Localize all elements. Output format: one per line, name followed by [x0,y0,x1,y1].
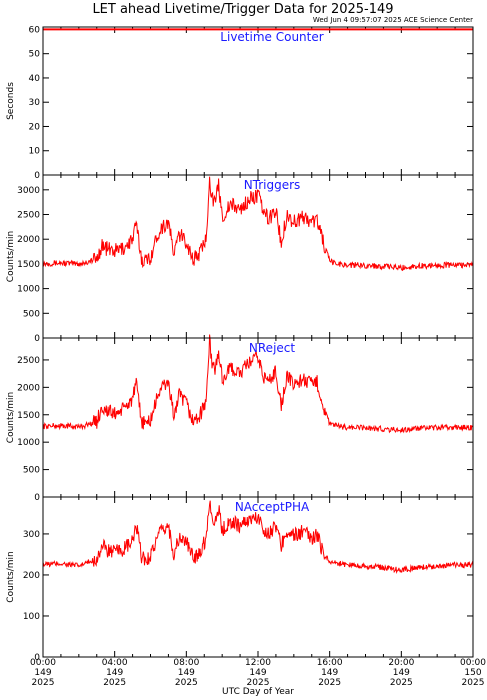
series-line [42,176,474,272]
y-tick-label: 500 [23,309,40,319]
series-line [42,334,474,434]
y-tick-label: 1000 [17,285,40,295]
y-tick-label: 0 [34,653,40,663]
y-tick-label: 40 [29,74,41,84]
y-tick-label: 2500 [17,211,40,221]
x-tick-label-time: 00:00 [460,658,486,668]
x-tick-label-doy: 149 [249,668,266,678]
x-tick-label-year: 2025 [32,678,55,688]
y-tick-label: 200 [23,571,40,581]
y-tick-label: 20 [29,122,41,132]
chart-panel-2: 0 500 1000 1500 2000 2500 3000 Counts/min NTrigg… [6,174,474,344]
x-tick-label-year: 2025 [175,678,198,688]
x-tick-label-doy: 149 [34,668,51,678]
panel-frame [42,174,474,339]
y-tick-label: 2000 [17,235,40,245]
y-axis-label: Counts/min [6,392,16,443]
y-tick-label: 30 [29,98,41,108]
x-tick-label-doy: 149 [321,668,338,678]
x-tick-label-year: 2025 [247,678,270,688]
y-tick-label: 500 [23,466,40,476]
y-tick-label: 1500 [17,260,40,270]
x-tick-label-year: 2025 [103,678,126,688]
y-tick-label: 0 [34,334,40,344]
y-axis-label: Seconds [6,82,16,120]
panel-title: NTriggers [244,178,301,192]
x-tick-label-time: 16:00 [317,658,343,668]
y-tick-label: 100 [23,612,40,622]
y-tick-label: 3000 [17,186,40,196]
panel-frame [42,496,474,658]
chart-panel-1: 0 10 20 30 40 50 60 Seconds Livetime Counter [6,25,474,181]
panel-title: NReject [249,341,295,355]
panel-frame [42,26,474,176]
x-tick-label-year: 2025 [390,678,413,688]
y-tick-label: 0 [34,493,40,503]
y-tick-label: 10 [29,147,41,157]
y-tick-label: 2000 [17,383,40,393]
timestamp-label: Wed Jun 4 09:57:07 2025 ACE Science Cent… [313,16,473,24]
chart-panel-3: 0 500 1000 1500 2000 2500 Counts/min NReject [6,334,474,503]
panel-title: Livetime Counter [220,30,323,44]
x-tick-label-time: 12:00 [245,658,271,668]
y-tick-label: 0 [34,171,40,181]
x-tick-label-time: 00:00 [30,658,56,668]
x-axis: 00:00149202504:00149202508:00149202512:0… [30,658,486,688]
x-tick-label-year: 2025 [318,678,341,688]
y-tick-label: 300 [23,530,40,540]
y-tick-label: 50 [29,50,41,60]
series-line [42,500,474,574]
y-tick-label: 2500 [17,356,40,366]
x-tick-label-doy: 150 [464,668,481,678]
chart-title: LET ahead Livetime/Trigger Data for 2025… [92,2,393,17]
x-tick-label-doy: 149 [106,668,123,678]
x-tick-label-time: 04:00 [102,658,128,668]
y-tick-label: 60 [29,25,41,35]
x-axis-label: UTC Day of Year [222,687,294,697]
y-tick-label: 1500 [17,411,40,421]
x-tick-label-doy: 149 [393,668,410,678]
panels-layer: 0 10 20 30 40 50 60 Seconds Livetime Counter 0 500… [6,25,474,663]
y-axis-label: Counts/min [6,551,16,602]
y-axis-label: Counts/min [6,231,16,282]
x-tick-label-time: 20:00 [388,658,414,668]
x-tick-label-doy: 149 [178,668,195,678]
x-tick-label-time: 08:00 [173,658,199,668]
x-tick-label-year: 2025 [462,678,485,688]
panel-title: NAcceptPHA [235,500,310,514]
y-tick-label: 1000 [17,438,40,448]
chart-panel-4: 0 100 200 300 Counts/min NAcceptPHA [6,496,474,663]
